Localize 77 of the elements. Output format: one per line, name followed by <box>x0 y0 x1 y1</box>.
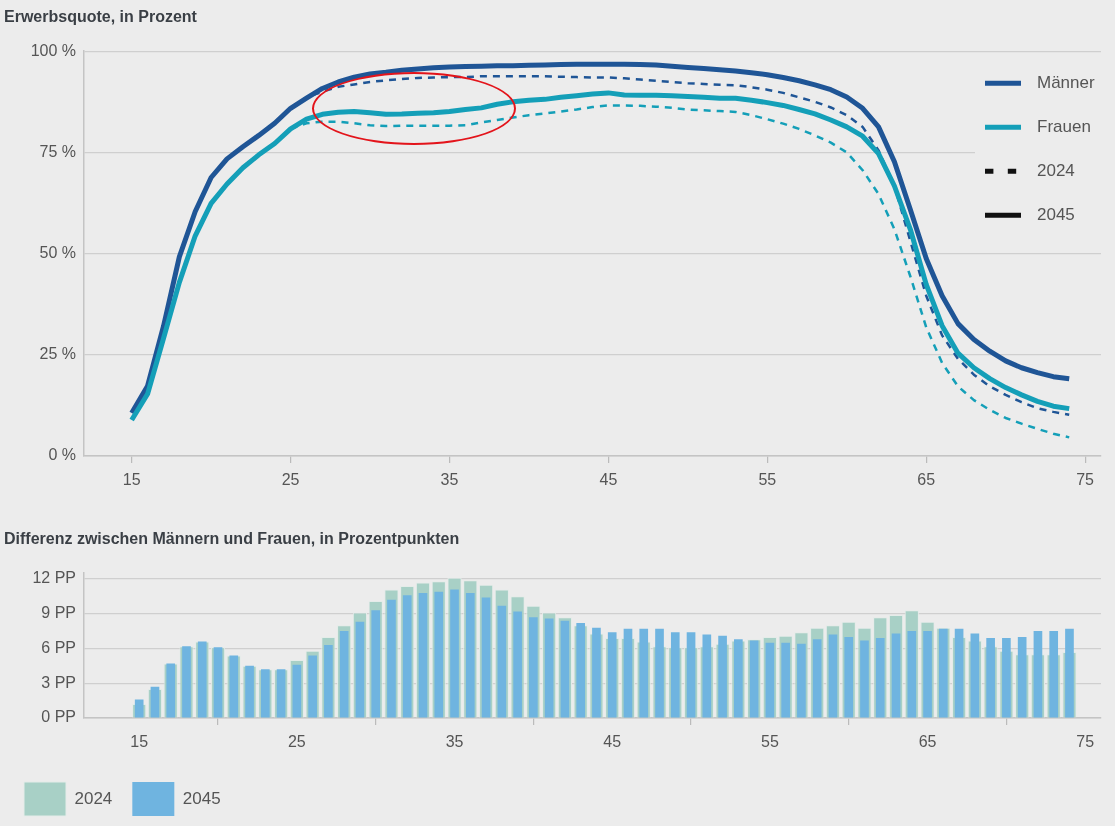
bar <box>844 636 854 718</box>
bar <box>134 699 144 718</box>
y-tick-label: 100 % <box>30 41 76 59</box>
bar <box>1033 631 1043 718</box>
bar <box>513 611 522 718</box>
annotation: 2045 <box>1037 204 1075 224</box>
bar <box>544 618 554 718</box>
x-tick-label: 65 <box>918 733 937 751</box>
bar <box>797 643 806 718</box>
x-tick-label: 45 <box>599 471 618 489</box>
bar <box>828 634 838 718</box>
x-tick-label: 15 <box>130 733 149 751</box>
x-tick-label: 75 <box>1076 471 1095 489</box>
bar <box>450 589 459 718</box>
x-tick-label: 55 <box>758 471 777 489</box>
bar <box>371 610 381 718</box>
y-tick-label: 6 PP <box>41 638 76 656</box>
bar <box>497 605 507 718</box>
bar <box>670 632 680 718</box>
legend-label: 2024 <box>74 788 113 808</box>
x-tick-label: 35 <box>445 733 464 751</box>
bar <box>355 621 365 718</box>
bar <box>655 628 664 718</box>
bar <box>1002 638 1011 718</box>
y-tick-label: 3 PP <box>41 673 76 691</box>
bar <box>387 599 396 718</box>
bar <box>954 628 964 718</box>
legend-label: 2045 <box>182 788 221 808</box>
annotation: 2024 <box>1037 160 1075 180</box>
bar <box>781 642 790 718</box>
y-tick-label: 25 % <box>39 345 76 363</box>
y-tick-label: 9 PP <box>41 604 76 622</box>
bar <box>592 627 601 718</box>
x-tick-label: 15 <box>122 471 141 489</box>
y-tick-label: 50 % <box>39 244 76 262</box>
x-tick-label: 25 <box>287 733 306 751</box>
bar <box>875 638 885 718</box>
bar <box>907 631 917 718</box>
y-tick-label: 0 PP <box>41 708 76 726</box>
bar <box>765 642 775 718</box>
bar <box>402 595 412 718</box>
x-tick-label: 45 <box>603 733 622 751</box>
bar <box>639 628 649 718</box>
x-tick-label: 65 <box>917 471 936 489</box>
bar <box>607 632 617 718</box>
chart-title: Erwerbsquote, in Prozent <box>4 8 198 26</box>
bar <box>418 592 428 718</box>
bar <box>481 597 491 718</box>
chart-title: Differenz zwischen Männern und Frauen, in Prozentpunkten <box>4 530 460 548</box>
legend-label: Frauen <box>1037 116 1091 136</box>
bar <box>686 632 696 718</box>
bar <box>812 639 822 718</box>
x-tick-label: 25 <box>281 471 300 489</box>
bar <box>923 631 932 718</box>
bar <box>324 645 333 718</box>
bar <box>860 640 869 718</box>
bar <box>718 635 727 718</box>
x-tick-label: 35 <box>440 471 459 489</box>
bar <box>1065 628 1074 718</box>
bar <box>434 591 444 718</box>
bar <box>529 617 538 718</box>
bar <box>702 634 712 718</box>
bar <box>308 655 317 718</box>
bar <box>623 628 633 718</box>
bar <box>1017 636 1027 718</box>
x-tick-label: 55 <box>760 733 779 751</box>
bar <box>1049 631 1059 718</box>
bar <box>970 633 980 718</box>
legend-label: Männer <box>1037 72 1095 92</box>
bar <box>986 638 995 718</box>
x-tick-label: 75 <box>1076 733 1095 751</box>
y-tick-label: 12 PP <box>32 569 76 587</box>
bar <box>465 592 475 718</box>
y-tick-label: 0 % <box>48 446 76 464</box>
y-tick-label: 75 % <box>39 142 76 160</box>
bar <box>891 633 901 718</box>
bar <box>339 631 349 718</box>
